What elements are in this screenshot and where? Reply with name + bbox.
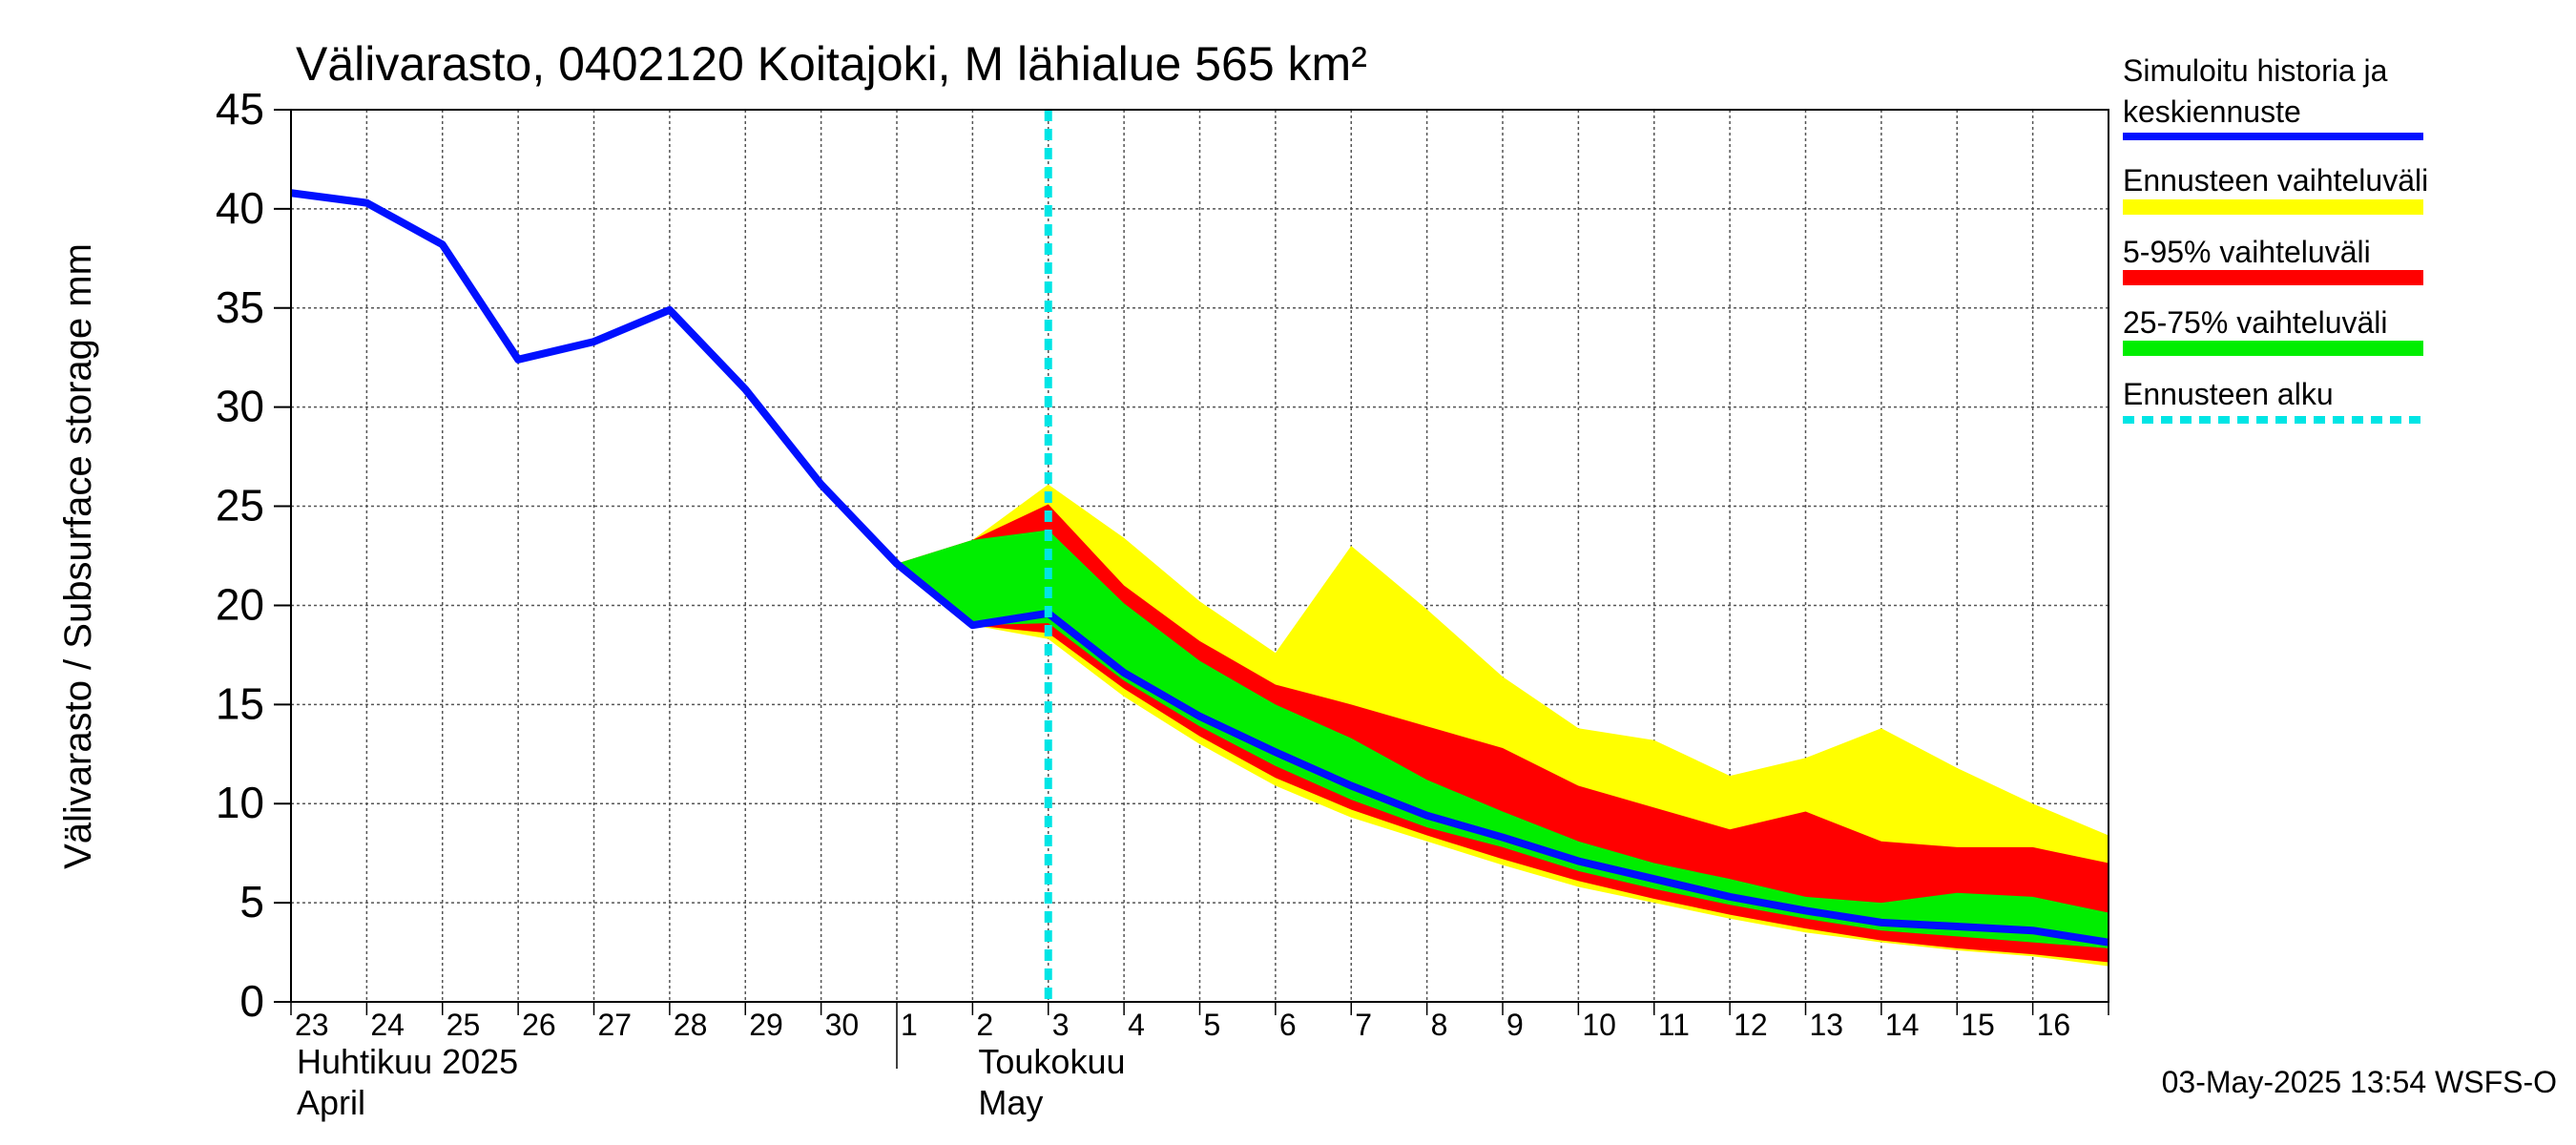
y-tick-label: 5 xyxy=(239,877,264,926)
x-tick-label: 6 xyxy=(1279,1008,1297,1042)
y-tick-label: 45 xyxy=(216,84,264,134)
legend-25-75-label: 25-75% vaihteluväli xyxy=(2123,305,2388,340)
legend-history-label-2: keskiennuste xyxy=(2123,94,2301,129)
x-tick-label: 2 xyxy=(976,1008,993,1042)
y-tick-label: 25 xyxy=(216,481,264,531)
history-line xyxy=(290,189,2109,947)
x-tick-label: 23 xyxy=(295,1008,329,1042)
x-tick-label: 1 xyxy=(901,1008,918,1042)
timestamp: 03-May-2025 13:54 WSFS-O xyxy=(2162,1065,2557,1099)
y-tick-label: 35 xyxy=(216,282,264,332)
y-tick-label: 15 xyxy=(216,678,264,728)
legend-5-95-label: 5-95% vaihteluväli xyxy=(2123,235,2371,269)
x-tick-label: 26 xyxy=(522,1008,556,1042)
x-tick-label: 28 xyxy=(674,1008,708,1042)
x-tick-label: 27 xyxy=(598,1008,633,1042)
month-label: Toukokuu xyxy=(978,1042,1125,1081)
history-series xyxy=(290,189,2109,947)
y-tick-label: 40 xyxy=(216,183,264,233)
y-tick-label: 20 xyxy=(216,579,264,629)
y-tick-label: 10 xyxy=(216,778,264,827)
x-tick-label: 13 xyxy=(1810,1008,1844,1042)
x-tick-label: 10 xyxy=(1582,1008,1616,1042)
legend-forecast-range-label: Ennusteen vaihteluväli xyxy=(2123,163,2428,198)
legend-forecast-start-label: Ennusteen alku xyxy=(2123,377,2334,411)
x-tick-label: 14 xyxy=(1885,1008,1920,1042)
legend-history-label: Simuloitu historia ja xyxy=(2123,53,2388,88)
y-axis: 0 5 10 15 20 25 30 35 40 45 xyxy=(216,84,291,1026)
x-tick-label: 11 xyxy=(1658,1008,1690,1042)
month-label-en: May xyxy=(978,1083,1043,1122)
x-tick-label: 3 xyxy=(1052,1008,1070,1042)
x-tick-label: 7 xyxy=(1355,1008,1372,1042)
x-tick-label: 30 xyxy=(825,1008,860,1042)
x-tick-label: 25 xyxy=(447,1008,481,1042)
x-tick-label: 9 xyxy=(1506,1008,1524,1042)
y-tick-label: 30 xyxy=(216,382,264,431)
y-tick-label: 0 xyxy=(239,976,264,1026)
forecast-bands xyxy=(897,484,2109,967)
month-label: Huhtikuu 2025 xyxy=(297,1042,518,1081)
x-tick-label: 29 xyxy=(749,1008,783,1042)
chart-title: Välivarasto, 0402120 Koitajoki, M lähial… xyxy=(296,37,1367,91)
x-tick-label: 16 xyxy=(2037,1008,2071,1042)
x-tick-label: 5 xyxy=(1204,1008,1221,1042)
band-25-75 xyxy=(897,530,2109,948)
month-label-en: April xyxy=(297,1083,365,1122)
x-tick-label: 8 xyxy=(1431,1008,1448,1042)
legend: Simuloitu historia ja keskiennuste Ennuste… xyxy=(2123,53,2428,424)
x-axis: 23 24 25 26 27 28 29 30 1 2 3 4 5 6 7 8 9 10 11 12 13 14 15 16 xyxy=(290,1002,2109,1069)
x-tick-label: 15 xyxy=(1961,1008,1995,1042)
band-5-95 xyxy=(897,504,2109,963)
x-tick-label: 4 xyxy=(1128,1008,1145,1042)
x-tick-label: 12 xyxy=(1734,1008,1768,1042)
x-tick-label: 24 xyxy=(370,1008,405,1042)
y-axis-label: Välivarasto / Subsurface storage mm xyxy=(57,243,99,869)
